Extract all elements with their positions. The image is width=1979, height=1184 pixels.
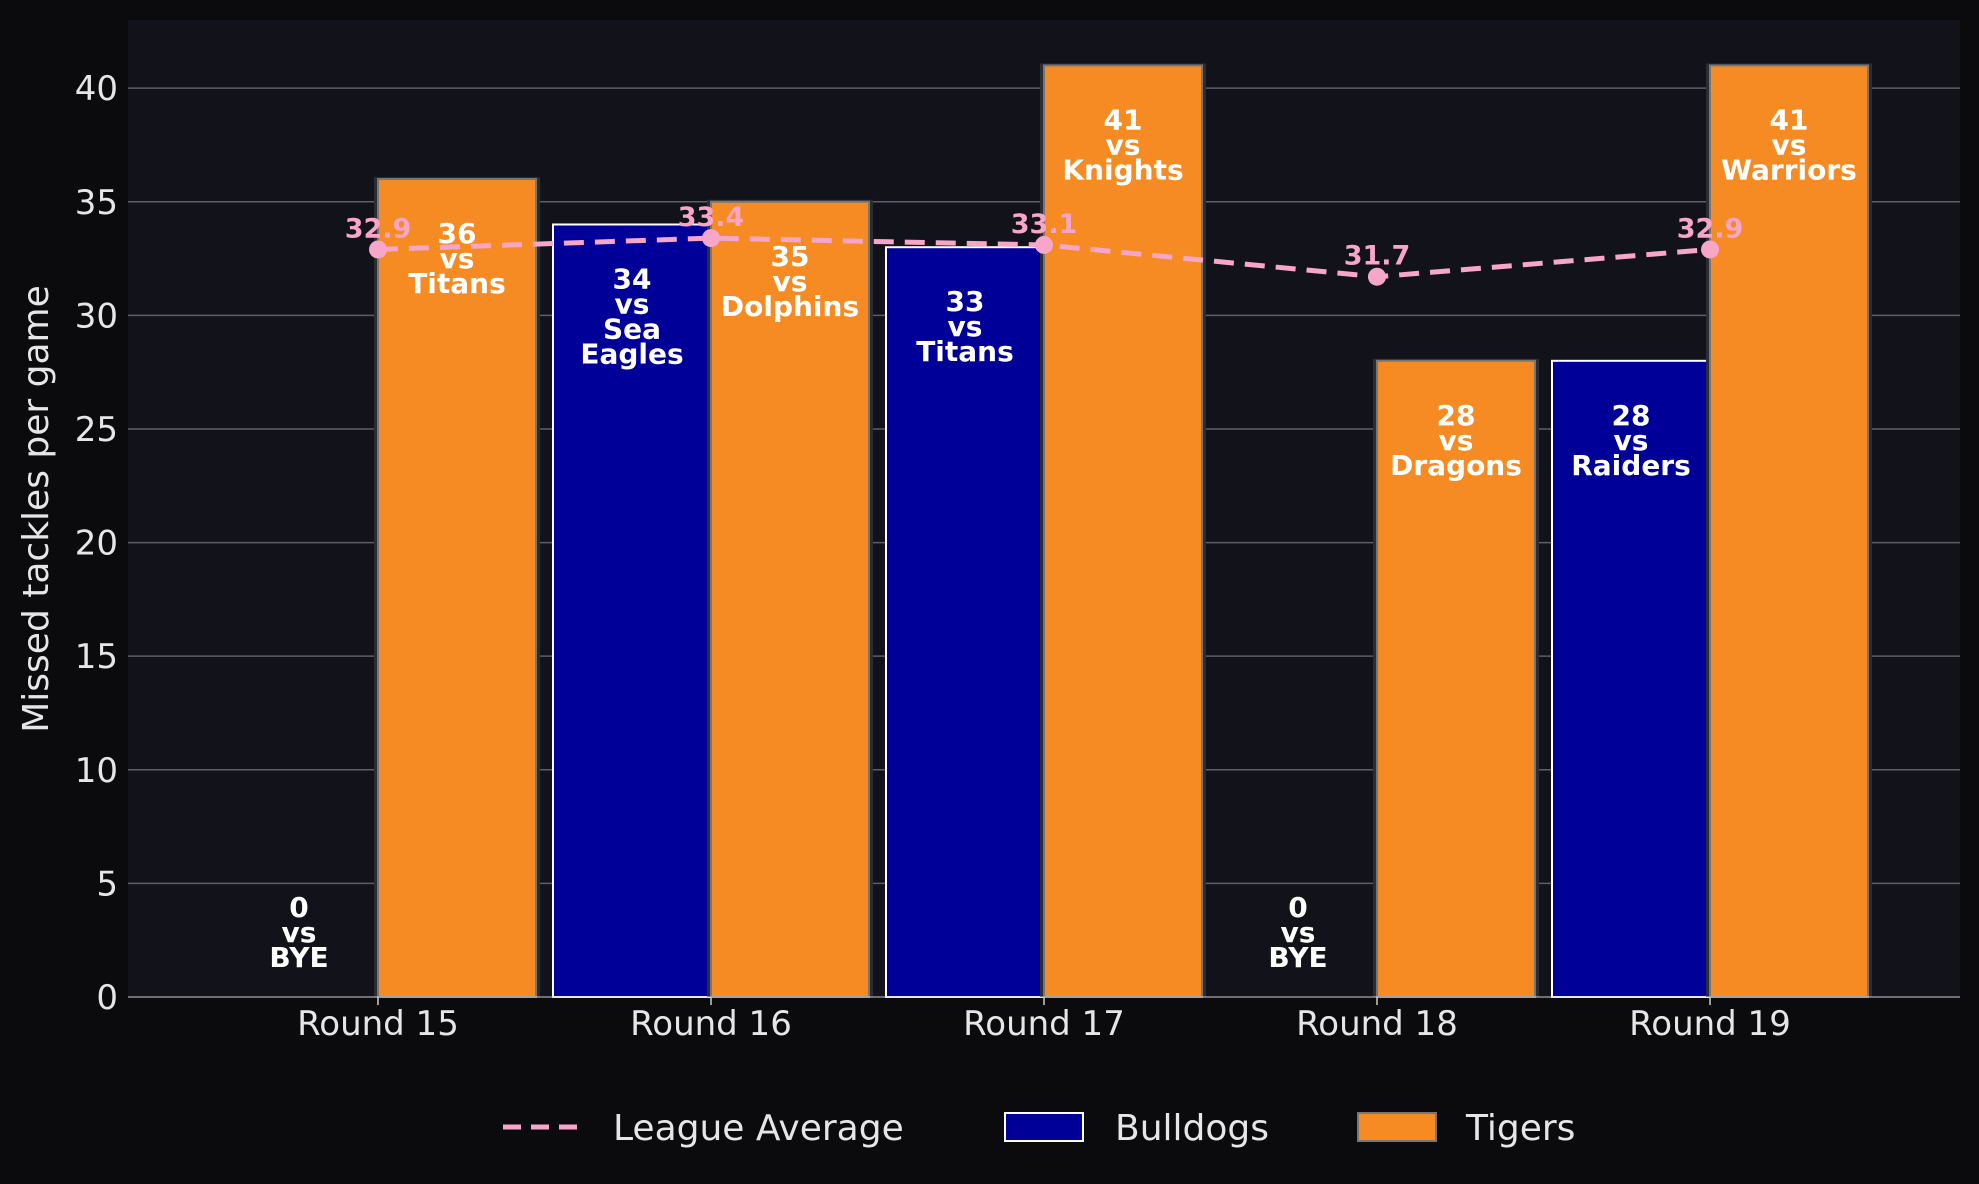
x-tick-label-5: Round 19 <box>1629 1004 1791 1044</box>
bar-tigers-3 <box>1043 64 1203 999</box>
league-average-point-3 <box>1035 235 1053 254</box>
bar-label-bulldogs-5-line-2: vs <box>1614 424 1649 457</box>
legend-label-bulldogs: Bulldogs <box>1115 1108 1269 1149</box>
league-average-value-5: 32.9 <box>1677 213 1744 244</box>
y-tick-label-5: 5 <box>96 864 118 904</box>
bar-label-bulldogs-2-line-4: Eagles <box>580 337 683 370</box>
bar-label-tigers-3-line-1: 41 <box>1104 103 1143 136</box>
bar-label-bulldogs-1-line-1: 0 <box>289 891 308 924</box>
x-tick-label-1: Round 15 <box>297 1004 459 1044</box>
bar-label-bulldogs-3-line-2: vs <box>948 310 983 343</box>
bar-label-bulldogs-5-line-3: Raiders <box>1571 449 1691 482</box>
bars <box>374 63 1872 999</box>
bar-label-tigers-5-line-1: 41 <box>1770 103 1809 136</box>
bar-label-tigers-2-line-2: vs <box>773 265 808 298</box>
bar-label-bulldogs-4-line-3: BYE <box>1268 941 1327 974</box>
bar-label-bulldogs-1-line-3: BYE <box>269 941 328 974</box>
bar-label-tigers-1-line-3: Titans <box>408 267 506 300</box>
y-tick-label-15: 15 <box>75 637 118 677</box>
y-axis-label: Missed tackles per game <box>16 285 57 733</box>
x-tick-label-2: Round 16 <box>630 1004 792 1044</box>
bar-label-bulldogs-2-line-1: 34 <box>613 262 652 295</box>
bar-label-bulldogs-5-line-1: 28 <box>1612 399 1651 432</box>
x-tick-label-3: Round 17 <box>963 1004 1125 1044</box>
league-average-point-1 <box>369 240 387 259</box>
legend-swatch-bulldogs <box>1004 1112 1084 1142</box>
league-average-value-4: 31.7 <box>1344 241 1411 272</box>
legend-swatch-tigers <box>1357 1112 1437 1142</box>
y-tick-label-35: 35 <box>75 183 118 223</box>
league-average-value-3: 33.1 <box>1011 209 1078 240</box>
bar-tigers-5 <box>1709 64 1869 999</box>
y-tick-label-10: 10 <box>75 751 118 791</box>
bar-tigers-4 <box>1376 359 1536 998</box>
bar-label-bulldogs-4-line-1: 0 <box>1288 891 1307 924</box>
league-average-point-4 <box>1368 267 1386 286</box>
bar-bulldogs-2 <box>552 223 712 999</box>
bar-label-tigers-4-line-1: 28 <box>1437 399 1476 432</box>
bar-label-tigers-3-line-3: Knights <box>1062 153 1183 186</box>
bar-label-bulldogs-4-line-2: vs <box>1281 916 1316 949</box>
bar-label-bulldogs-2-line-2: vs <box>615 287 650 320</box>
legend-label-league-average: League Average <box>613 1108 904 1149</box>
bar-label-tigers-5-line-2: vs <box>1772 128 1807 161</box>
bar-label-bulldogs-1-line-2: vs <box>282 916 317 949</box>
league-average-series: 32.9 33.4 33.1 31.7 32.9 <box>345 202 1744 286</box>
bar-label-tigers-4-line-2: vs <box>1439 424 1474 457</box>
x-tick-label-4: Round 18 <box>1296 1004 1458 1044</box>
y-tick-label-20: 20 <box>75 524 118 564</box>
bar-label-bulldogs-3-line-1: 33 <box>946 285 985 318</box>
bar-label-tigers-5-line-3: Warriors <box>1721 153 1857 186</box>
bar-tigers-2 <box>710 200 870 998</box>
y-tick-label-30: 30 <box>75 296 118 336</box>
y-tick-label-40: 40 <box>75 69 118 109</box>
bar-bulldogs-3 <box>885 246 1045 999</box>
league-average-point-5 <box>1701 240 1719 259</box>
bar-tigers-1 <box>377 178 537 998</box>
bar-label-bulldogs-2-line-3: Sea <box>603 312 661 345</box>
bar-label-tigers-3-line-2: vs <box>1106 128 1141 161</box>
legend-label-tigers: Tigers <box>1465 1108 1575 1149</box>
legend: League Average Bulldogs Tigers <box>503 1108 1575 1149</box>
league-average-value-2: 33.4 <box>678 202 745 233</box>
bar-label-tigers-2-line-3: Dolphins <box>721 290 859 323</box>
league-average-point-2 <box>702 229 720 248</box>
bar-bulldogs-5 <box>1551 359 1711 998</box>
bar-label-tigers-4-line-3: Dragons <box>1390 449 1522 482</box>
bar-label-bulldogs-3-line-3: Titans <box>916 335 1014 368</box>
league-average-value-1: 32.9 <box>345 213 412 244</box>
bar-label-tigers-2-line-1: 35 <box>771 240 810 273</box>
y-tick-labels: 0 5 10 15 20 25 30 35 40 <box>75 69 118 1018</box>
y-tick-label-0: 0 <box>96 978 118 1018</box>
x-tick-labels: Round 15 Round 16 Round 17 Round 18 Round 19 <box>297 997 1791 1044</box>
y-tick-label-25: 25 <box>75 410 118 450</box>
